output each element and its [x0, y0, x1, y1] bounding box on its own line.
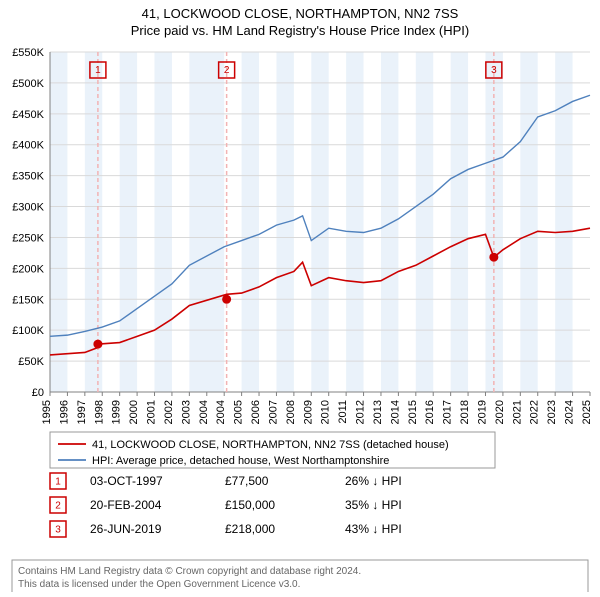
svg-text:2022: 2022	[529, 400, 541, 424]
svg-text:2010: 2010	[320, 400, 332, 424]
svg-text:03-OCT-1997: 03-OCT-1997	[90, 474, 163, 488]
svg-text:2015: 2015	[407, 400, 419, 424]
svg-text:1: 1	[55, 477, 61, 488]
svg-text:1996: 1996	[58, 400, 70, 424]
svg-text:£550K: £550K	[12, 47, 44, 59]
svg-text:2012: 2012	[355, 400, 367, 424]
svg-text:26-JUN-2019: 26-JUN-2019	[90, 522, 162, 536]
svg-text:41, LOCKWOOD CLOSE, NORTHAMPTO: 41, LOCKWOOD CLOSE, NORTHAMPTON, NN2 7SS…	[92, 439, 449, 451]
svg-text:1995: 1995	[41, 400, 53, 424]
svg-text:£0: £0	[32, 387, 44, 399]
svg-text:2003: 2003	[180, 400, 192, 424]
svg-text:2025: 2025	[581, 400, 593, 424]
svg-text:£100K: £100K	[12, 325, 44, 337]
svg-text:2: 2	[55, 501, 61, 512]
svg-text:1999: 1999	[111, 400, 123, 424]
chart-svg: £0 £50K £100K £150K £200K £250K £300K £350K £400…	[0, 44, 600, 592]
svg-text:2016: 2016	[424, 400, 436, 424]
svg-text:26% ↓ HPI: 26% ↓ HPI	[345, 474, 402, 488]
svg-text:20-FEB-2004: 20-FEB-2004	[90, 498, 162, 512]
svg-text:2019: 2019	[476, 400, 488, 424]
svg-text:2008: 2008	[285, 400, 297, 424]
svg-text:HPI: Average price, detached h: HPI: Average price, detached house, West…	[92, 455, 389, 467]
svg-text:2017: 2017	[442, 400, 454, 424]
svg-text:2001: 2001	[146, 400, 158, 424]
svg-text:£350K: £350K	[12, 171, 44, 183]
svg-text:2004: 2004	[215, 400, 227, 424]
svg-text:43% ↓ HPI: 43% ↓ HPI	[345, 522, 402, 536]
svg-text:£50K: £50K	[18, 356, 44, 368]
svg-text:£450K: £450K	[12, 109, 44, 121]
svg-text:2002: 2002	[163, 400, 175, 424]
svg-text:£150,000: £150,000	[225, 498, 275, 512]
svg-text:1: 1	[95, 65, 101, 76]
svg-text:£77,500: £77,500	[225, 474, 269, 488]
svg-text:£200K: £200K	[12, 263, 44, 275]
svg-text:£300K: £300K	[12, 202, 44, 214]
svg-text:2006: 2006	[250, 400, 262, 424]
svg-text:2020: 2020	[494, 400, 506, 424]
svg-text:1997: 1997	[76, 400, 88, 424]
svg-text:2009: 2009	[302, 400, 314, 424]
svg-text:2011: 2011	[337, 400, 349, 424]
chart-subtitle: Price paid vs. HM Land Registry's House …	[0, 23, 600, 38]
svg-text:2023: 2023	[546, 400, 558, 424]
chart-container: 41, LOCKWOOD CLOSE, NORTHAMPTON, NN2 7SS…	[0, 6, 600, 596]
svg-text:2005: 2005	[233, 400, 245, 424]
svg-text:3: 3	[55, 525, 61, 536]
svg-text:2024: 2024	[564, 400, 576, 424]
svg-text:2: 2	[224, 65, 230, 76]
svg-text:Contains HM Land Registry data: Contains HM Land Registry data © Crown c…	[18, 566, 361, 577]
svg-text:£218,000: £218,000	[225, 522, 275, 536]
svg-text:£250K: £250K	[12, 232, 44, 244]
svg-text:2013: 2013	[372, 400, 384, 424]
svg-text:£150K: £150K	[12, 294, 44, 306]
svg-text:2021: 2021	[511, 400, 523, 424]
svg-text:2014: 2014	[389, 400, 401, 424]
svg-text:£500K: £500K	[12, 78, 44, 90]
svg-text:2018: 2018	[459, 400, 471, 424]
svg-text:3: 3	[491, 65, 497, 76]
svg-text:1998: 1998	[93, 400, 105, 424]
svg-text:2004: 2004	[198, 400, 210, 424]
chart-title: 41, LOCKWOOD CLOSE, NORTHAMPTON, NN2 7SS	[0, 6, 600, 21]
svg-text:2000: 2000	[128, 400, 140, 424]
svg-text:This data is licensed under th: This data is licensed under the Open Gov…	[18, 579, 300, 590]
svg-text:2007: 2007	[267, 400, 279, 424]
svg-text:35% ↓ HPI: 35% ↓ HPI	[345, 498, 402, 512]
svg-text:£400K: £400K	[12, 140, 44, 152]
